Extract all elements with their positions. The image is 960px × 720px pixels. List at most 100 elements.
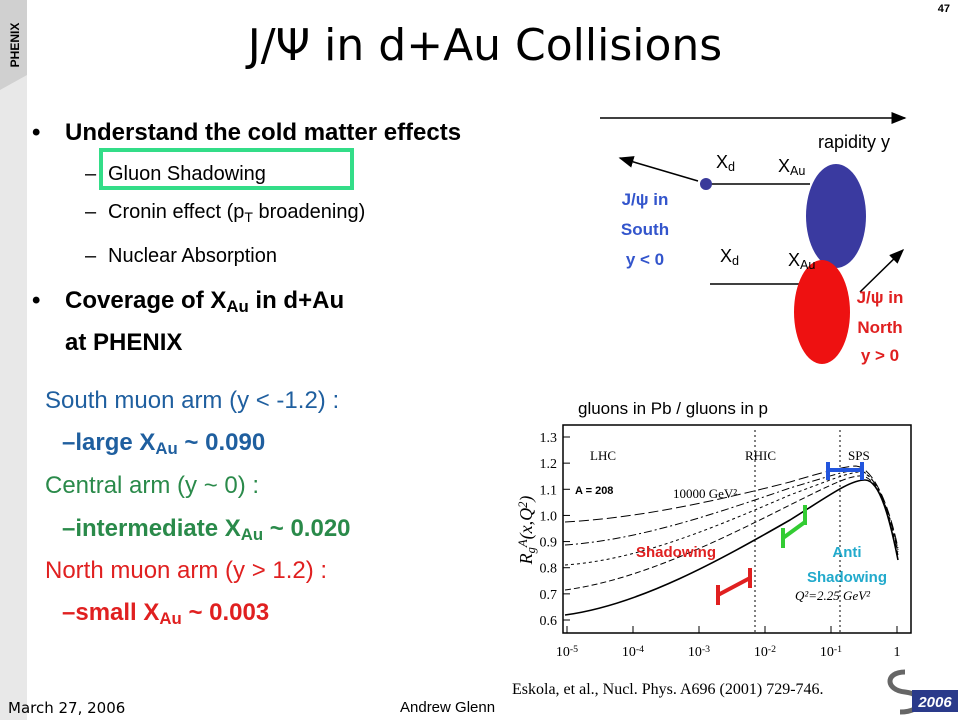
text-part: A xyxy=(516,539,530,548)
text-part: X xyxy=(720,246,732,266)
plot-y-label: RgA(x,Q2) xyxy=(516,496,538,566)
text-part: –large X xyxy=(62,429,155,456)
north-label: y > 0 xyxy=(861,346,899,365)
text-part: Au xyxy=(790,164,805,178)
dash: – xyxy=(85,163,97,185)
arm-heading: Central arm (y ~ 0) : xyxy=(45,472,259,499)
side-logo-bg xyxy=(0,0,27,90)
x-tick-label: 10-5 xyxy=(556,644,578,660)
slide-number: 47 xyxy=(938,3,950,15)
text-part: 10 xyxy=(688,645,702,660)
phenix-logo: PHENIX xyxy=(8,23,22,68)
north-label: J/ψ in xyxy=(857,288,904,307)
x-tick-label: 10-4 xyxy=(622,644,644,660)
text-part: ~ 0.003 xyxy=(182,599,269,626)
text-part: -1 xyxy=(834,644,842,655)
xau-label: XAu xyxy=(778,156,805,178)
text-part: Gluon Shadowing xyxy=(108,163,266,185)
anti-label: Shadowing xyxy=(807,569,887,586)
text-part: -5 xyxy=(570,644,578,655)
text-part: g xyxy=(524,547,538,553)
gold-nucleus xyxy=(806,164,866,268)
x-tick-label: 1 xyxy=(894,645,901,660)
shadowing-label: Shadowing xyxy=(636,544,716,561)
text-part: -4 xyxy=(636,644,644,655)
xd-label: Xd xyxy=(720,246,739,268)
plot-label: RHIC xyxy=(745,448,776,463)
bullet: Coverage of XAu in d+Au xyxy=(65,287,344,316)
text-part: X xyxy=(788,250,800,270)
dash: – xyxy=(85,201,97,223)
text-part: T xyxy=(244,209,253,225)
plot-title: gluons in Pb / gluons in p xyxy=(578,399,768,418)
text-part: –small X xyxy=(62,599,159,626)
deuteron xyxy=(700,178,712,190)
bullet: at PHENIX xyxy=(65,329,182,356)
text-part: d xyxy=(728,160,735,174)
text-part: Nuclear Absorption xyxy=(108,245,277,267)
xd-label: Xd xyxy=(716,152,735,174)
plot-label: 10000 GeV² xyxy=(673,486,737,501)
text-part: d xyxy=(732,254,739,268)
y-tick-label: 1.1 xyxy=(540,483,558,498)
y-tick-label: 0.8 xyxy=(540,562,558,577)
sub-bullet: Gluon Shadowing xyxy=(108,163,266,185)
plot-label: LHC xyxy=(590,448,616,463)
sub-bullet: Nuclear Absorption xyxy=(108,245,277,267)
text-part: Cronin effect (p xyxy=(108,201,244,223)
x-tick-label: 10-2 xyxy=(754,644,776,660)
plot-label: Q²=2.25 GeV² xyxy=(795,588,871,603)
sqm-logo: 2006 xyxy=(887,669,958,715)
south-label: y < 0 xyxy=(626,250,664,269)
y-tick-label: 0.6 xyxy=(540,614,558,629)
y-tick-label: 1.3 xyxy=(540,431,558,446)
gold-nucleus xyxy=(794,260,850,364)
south-arrow xyxy=(618,156,699,182)
dash: – xyxy=(85,245,97,267)
text-part: 1 xyxy=(894,645,901,660)
text-part: Au xyxy=(241,525,263,544)
text-part: 10 xyxy=(820,645,834,660)
text-part: X xyxy=(716,152,728,172)
text-part: 10 xyxy=(622,645,636,660)
text-part: ~ 0.090 xyxy=(178,429,265,456)
plot-curves xyxy=(564,430,899,632)
xau-label: XAu xyxy=(788,250,815,272)
arm-detail: –intermediate XAu ~ 0.020 xyxy=(62,515,351,544)
text-part: 10 xyxy=(754,645,768,660)
plot-label: SPS xyxy=(848,448,870,463)
slide-title: J/Ψ in d+Au Collisions xyxy=(245,20,722,71)
text-part: Au xyxy=(800,258,815,272)
text-part: (x,Q xyxy=(516,508,537,539)
text-part: at PHENIX xyxy=(65,329,182,356)
text-part: –intermediate X xyxy=(62,515,241,542)
text-part: in d+Au xyxy=(249,287,344,314)
y-tick-label: 1.2 xyxy=(540,457,558,472)
text-part: R xyxy=(516,553,536,565)
x-tick-label: 10-1 xyxy=(820,644,842,660)
north-label: North xyxy=(857,318,902,337)
arm-heading: South muon arm (y < -1.2) : xyxy=(45,387,339,414)
arm-heading: North muon arm (y > 1.2) : xyxy=(45,557,327,584)
axis-label: rapidity y xyxy=(818,132,890,152)
bullet: Understand the cold matter effects xyxy=(65,119,461,146)
south-label: South xyxy=(621,220,669,239)
side-bar xyxy=(0,0,27,720)
y-tick-label: 0.9 xyxy=(540,536,558,551)
sqm-year: 2006 xyxy=(917,694,952,711)
plot-ticks: 1.31.21.11.00.90.80.70.610-5 10-4 10-3 10-2… xyxy=(540,431,901,660)
text-part: 2 xyxy=(516,501,530,508)
anti-label: Anti xyxy=(832,544,861,561)
plot-label: A = 208 xyxy=(575,485,613,497)
bullet-dot: • xyxy=(32,119,40,146)
north-arrow xyxy=(859,248,905,293)
author: Andrew Glenn xyxy=(400,699,495,716)
text-part: Coverage of X xyxy=(65,287,226,314)
text-part: Understand the cold matter effects xyxy=(65,119,461,146)
text-part: Au xyxy=(159,609,181,628)
plot-brackets xyxy=(716,462,864,605)
text-part: X xyxy=(778,156,790,176)
text-part: Au xyxy=(226,297,248,316)
text-part: ) xyxy=(516,496,537,503)
